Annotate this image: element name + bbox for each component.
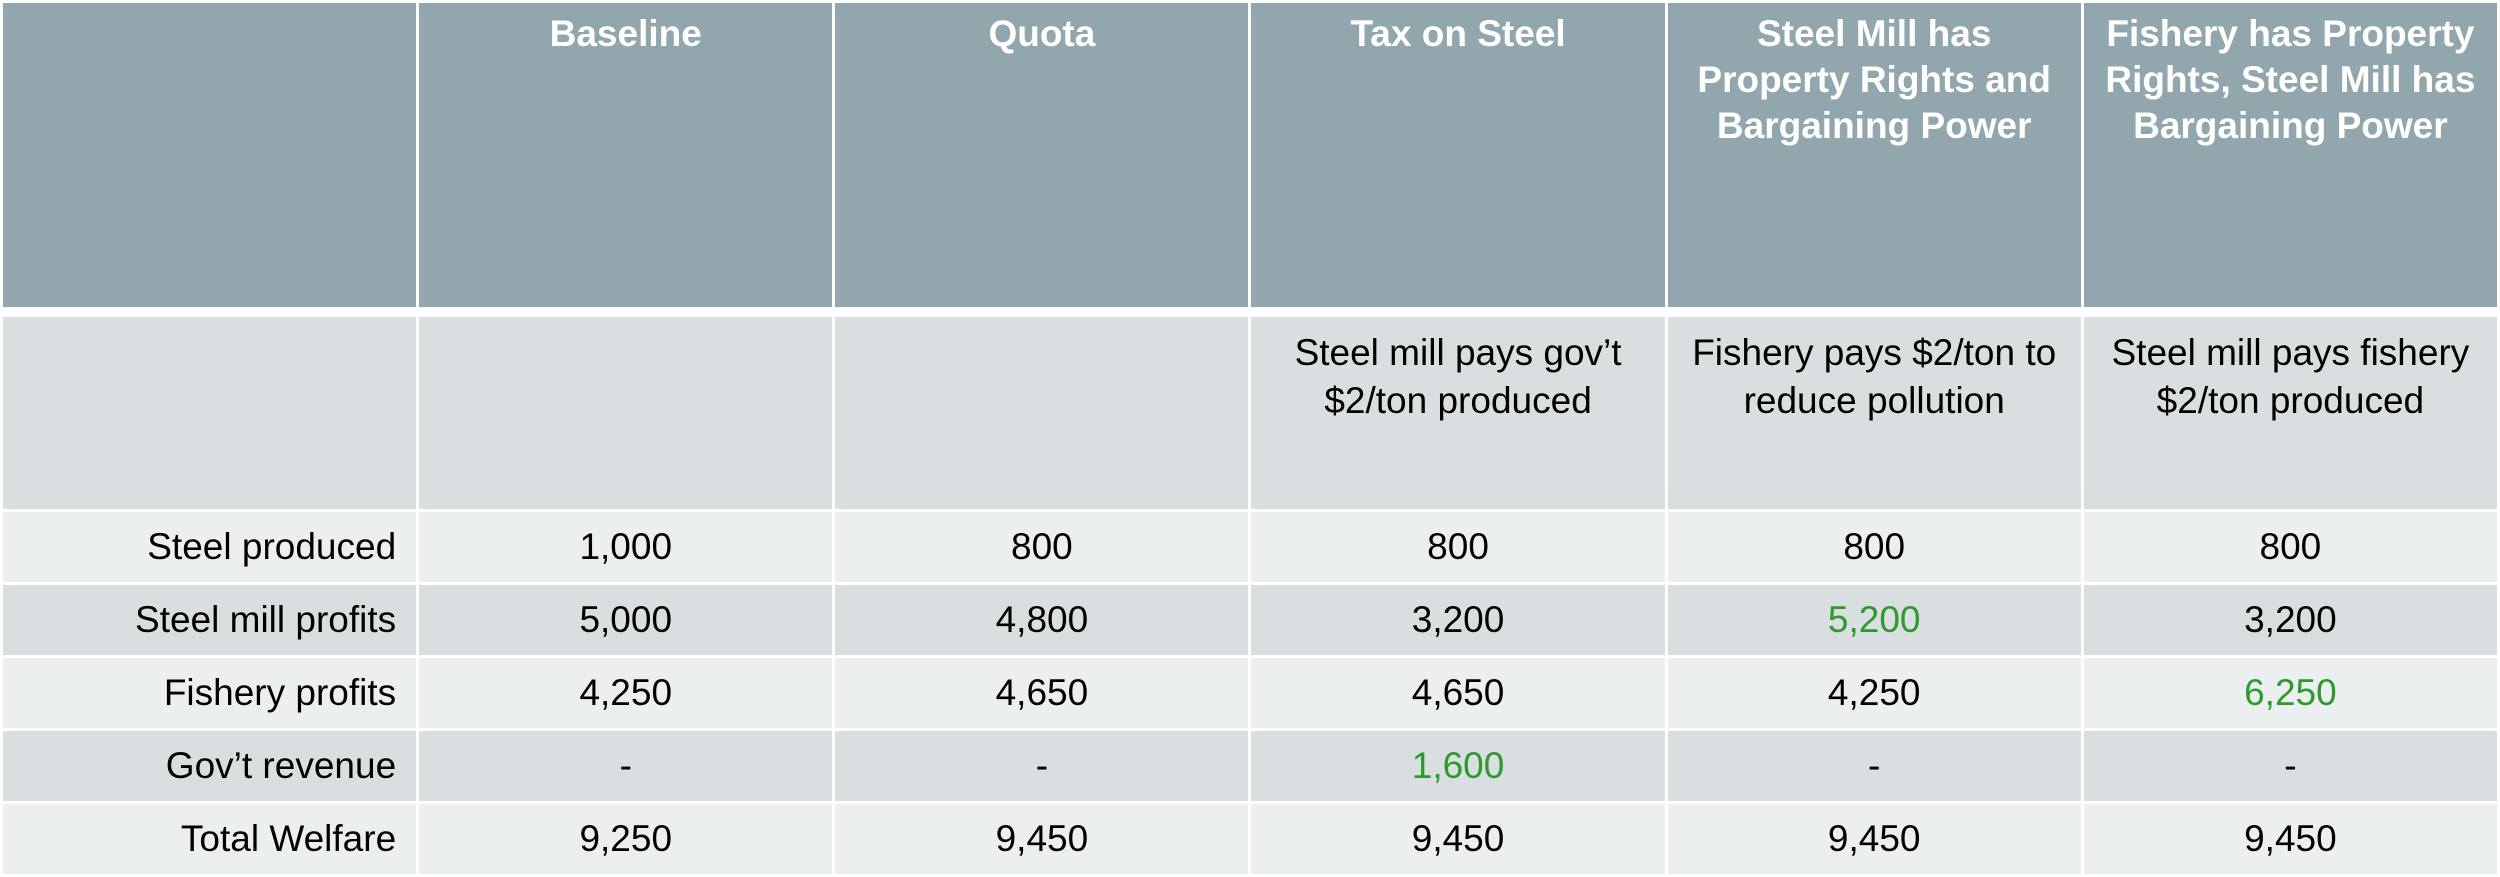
header-tax: Tax on Steel <box>1248 0 1668 314</box>
description-cell <box>416 307 836 512</box>
header-fishery-rights: Fishery has Property Rights, Steel Mill … <box>2080 0 2500 314</box>
value-cell: 4,650 <box>1248 655 1668 731</box>
value-cell: 1,000 <box>416 509 836 585</box>
table-row: Steel produced 1,000 800 800 800 800 <box>0 509 2500 585</box>
row-label: Total Welfare <box>0 801 420 877</box>
row-label: Fishery profits <box>0 655 420 731</box>
value-cell: 9,450 <box>1664 801 2084 877</box>
row-label: Gov’t revenue <box>0 728 420 804</box>
value-cell: 4,800 <box>832 582 1252 658</box>
value-cell: 4,250 <box>1664 655 2084 731</box>
description-cell <box>0 307 420 512</box>
value-cell: 800 <box>1664 509 2084 585</box>
value-cell: 1,600 <box>1248 728 1668 804</box>
header-baseline: Baseline <box>416 0 836 314</box>
row-label: Steel produced <box>0 509 420 585</box>
value-cell: 4,250 <box>416 655 836 731</box>
value-cell: 6,250 <box>2080 655 2500 731</box>
value-cell: 4,650 <box>832 655 1252 731</box>
value-cell: 800 <box>1248 509 1668 585</box>
row-label: Steel mill profits <box>0 582 420 658</box>
description-row: Steel mill pays gov’t $2/ton produced Fi… <box>0 307 2500 512</box>
value-cell: 9,250 <box>416 801 836 877</box>
description-cell: Steel mill pays fishery $2/ton produced <box>2080 307 2500 512</box>
header-cell-empty <box>0 0 420 314</box>
table-row: Total Welfare 9,250 9,450 9,450 9,450 9,450 <box>0 801 2500 877</box>
value-cell: - <box>832 728 1252 804</box>
value-cell: 9,450 <box>832 801 1252 877</box>
value-cell: - <box>1664 728 2084 804</box>
value-cell: 5,200 <box>1664 582 2084 658</box>
header-quota: Quota <box>832 0 1252 314</box>
value-cell: 800 <box>832 509 1252 585</box>
table-row: Gov’t revenue - -1,600- - <box>0 728 2500 804</box>
value-cell: 3,200 <box>2080 582 2500 658</box>
description-cell <box>832 307 1252 512</box>
table-row: Fishery profits 4,250 4,650 4,650 4,250 6,250 <box>0 655 2500 731</box>
value-cell: 9,450 <box>2080 801 2500 877</box>
description-cell: Fishery pays $2/ton to reduce pollution <box>1664 307 2084 512</box>
value-cell: - <box>416 728 836 804</box>
value-cell: 3,200 <box>1248 582 1668 658</box>
value-cell: 5,000 <box>416 582 836 658</box>
header-steel-mill-rights: Steel Mill has Property Rights and Barga… <box>1664 0 2084 314</box>
header-row: Baseline Quota Tax on Steel Steel Mill h… <box>0 0 2500 314</box>
value-cell: - <box>2080 728 2500 804</box>
table-row: Steel mill profits 5,000 4,800 3,200 5,200 3,… <box>0 582 2500 658</box>
description-cell: Steel mill pays gov’t $2/ton produced <box>1248 307 1668 512</box>
value-cell: 9,450 <box>1248 801 1668 877</box>
value-cell: 800 <box>2080 509 2500 585</box>
